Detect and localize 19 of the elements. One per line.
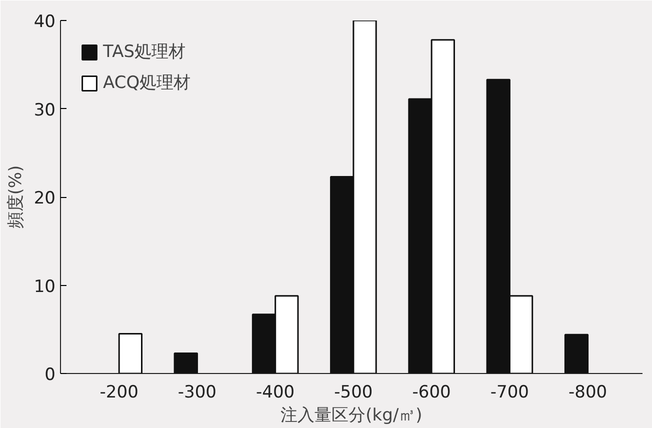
- x-axis-title: 注入量区分(kg/㎥): [280, 406, 422, 426]
- bar: [564, 334, 589, 374]
- y-tick-label: 0: [44, 365, 56, 385]
- x-tick-label: -600: [412, 382, 451, 402]
- x-tick-label: -800: [568, 382, 608, 402]
- y-tick-label: 20: [34, 188, 56, 208]
- x-tick-label: -500: [334, 382, 373, 402]
- bar: [118, 333, 142, 374]
- x-tick-label: -400: [256, 382, 295, 402]
- y-axis-title: 頻度(%): [6, 165, 26, 229]
- x-tick-label: -200: [100, 382, 138, 402]
- y-tick-label: 40: [34, 12, 56, 32]
- y-tick-label: 30: [34, 100, 56, 120]
- legend-label: ACQ処理材: [103, 72, 191, 94]
- legend-label: TAS処理材: [103, 41, 186, 63]
- x-tick-label: -700: [490, 382, 529, 402]
- bar: [174, 352, 198, 374]
- x-tick-label: -300: [178, 382, 217, 402]
- y-tick-label: 10: [34, 276, 56, 297]
